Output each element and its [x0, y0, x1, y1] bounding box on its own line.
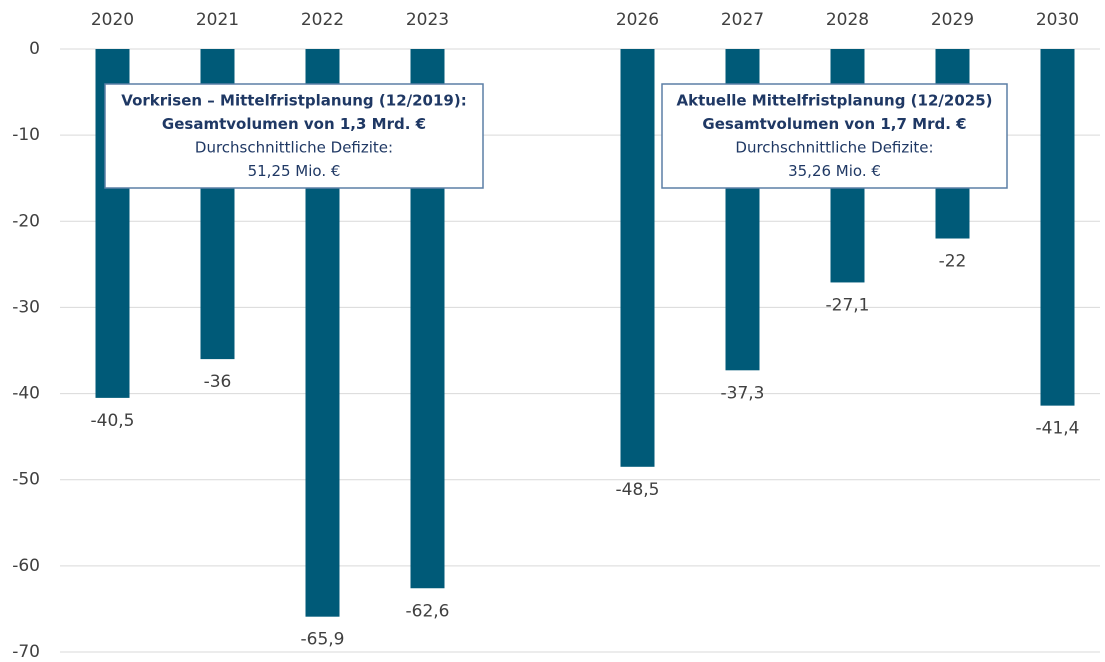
- annotation-text: 51,25 Mio. €: [248, 162, 341, 180]
- annotation-text: Aktuelle Mittelfristplanung (12/2025): [677, 92, 993, 110]
- y-tick-label: -50: [12, 470, 40, 490]
- data-label: -37,3: [721, 383, 765, 403]
- y-tick-label: -40: [12, 384, 40, 404]
- x-tick-label: 2026: [616, 10, 659, 30]
- data-label: -40,5: [91, 411, 135, 431]
- data-label: -22: [939, 252, 967, 272]
- y-tick-label: -60: [12, 556, 40, 576]
- annotation-text: Gesamtvolumen von 1,7 Mrd. €: [702, 115, 966, 133]
- y-tick-label: -70: [12, 642, 40, 662]
- y-tick-label: 0: [29, 39, 40, 59]
- x-tick-label: 2023: [406, 10, 449, 30]
- bar: [620, 49, 655, 467]
- y-tick-label: -10: [12, 125, 40, 145]
- x-tick-label: 2021: [196, 10, 239, 30]
- x-tick-label: 2022: [301, 10, 344, 30]
- data-label: -48,5: [616, 480, 660, 500]
- x-tick-label: 2028: [826, 10, 869, 30]
- data-label: -41,4: [1036, 419, 1080, 439]
- bar: [1040, 49, 1075, 406]
- y-tick-label: -20: [12, 211, 40, 231]
- annotation-text: Gesamtvolumen von 1,3 Mrd. €: [162, 115, 426, 133]
- x-tick-label: 2020: [91, 10, 134, 30]
- data-label: -27,1: [826, 295, 870, 315]
- annotation-text: 35,26 Mio. €: [788, 162, 881, 180]
- annotation-text: Durchschnittliche Defizite:: [735, 139, 933, 157]
- annotation-box: [104, 83, 484, 189]
- annotation-box: [661, 83, 1008, 189]
- x-tick-label: 2030: [1036, 10, 1079, 30]
- data-label: -62,6: [406, 601, 450, 621]
- data-label: -36: [204, 372, 232, 392]
- annotation-text: Durchschnittliche Defizite:: [195, 139, 393, 157]
- y-tick-label: -30: [12, 297, 40, 317]
- data-label: -65,9: [301, 630, 345, 650]
- annotation-text: Vorkrisen – Mittelfristplanung (12/2019)…: [121, 92, 466, 110]
- x-tick-label: 2027: [721, 10, 764, 30]
- x-tick-label: 2029: [931, 10, 974, 30]
